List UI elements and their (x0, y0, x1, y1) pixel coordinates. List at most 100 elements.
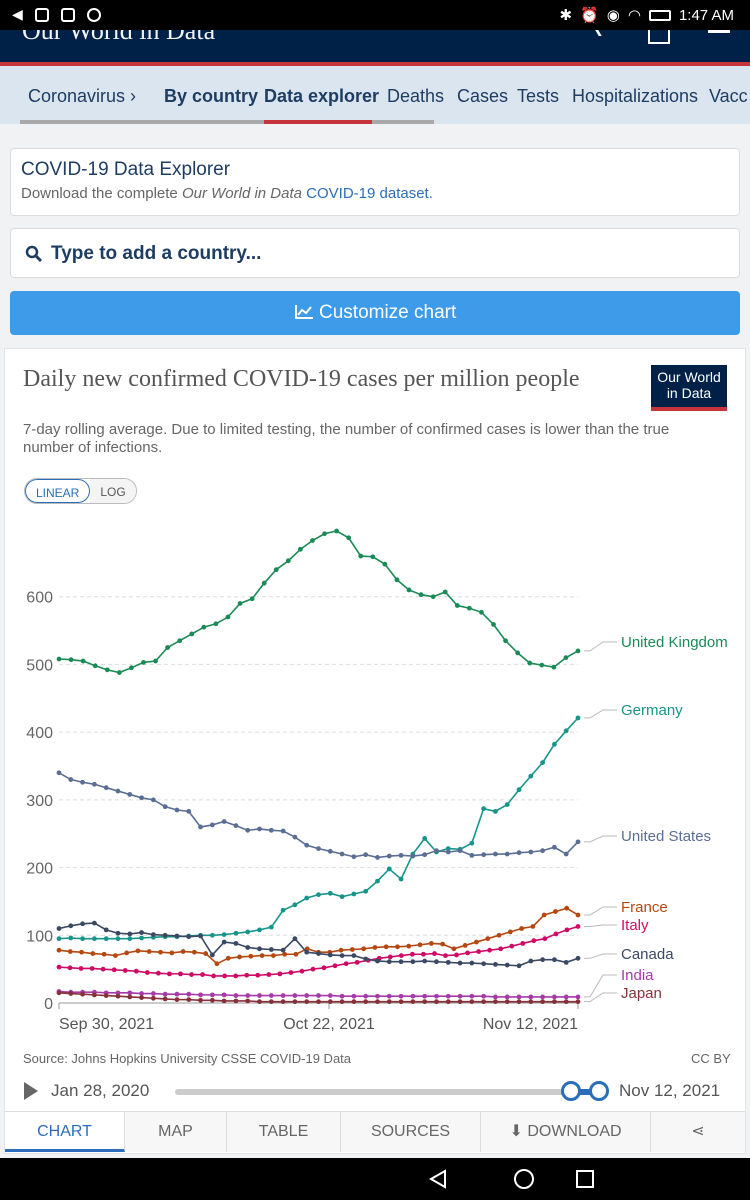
data-point (542, 936, 548, 942)
subnav-deaths[interactable]: Deaths (387, 86, 445, 106)
data-point (422, 958, 428, 964)
data-point (233, 973, 239, 979)
data-point (127, 994, 133, 1000)
tab-download[interactable]: ⬇ DOWNLOAD (481, 1112, 651, 1152)
data-point (139, 995, 144, 1000)
share-icon: ⋖ (691, 1123, 705, 1140)
data-point (198, 824, 203, 830)
data-point (363, 993, 369, 999)
data-point (575, 839, 581, 845)
app-notification-icon (34, 7, 49, 22)
data-point (288, 970, 294, 975)
data-point (349, 947, 355, 952)
android-nav-bar (0, 1158, 750, 1200)
data-point (519, 926, 524, 931)
data-point (103, 993, 109, 998)
menu-icon[interactable] (708, 30, 730, 33)
site-brand[interactable]: Our World in Data (22, 30, 216, 45)
data-point (528, 999, 534, 1005)
data-point (80, 921, 85, 927)
tab-map[interactable]: MAP (125, 1112, 227, 1152)
data-point (233, 998, 239, 1004)
subnav-data-explorer[interactable]: Data explorer (264, 86, 380, 106)
data-point (552, 994, 557, 1000)
search-icon[interactable] (588, 30, 602, 36)
data-point (474, 939, 479, 945)
nav-recents-icon[interactable] (576, 1170, 594, 1188)
tab-chart[interactable]: CHART (5, 1112, 125, 1152)
header-accent-line (0, 62, 750, 66)
data-point (575, 994, 581, 1000)
play-icon[interactable] (24, 1082, 38, 1100)
donate-icon[interactable] (648, 30, 670, 44)
data-point (504, 802, 510, 807)
data-point (268, 924, 274, 930)
alarm-icon: ⏰ (580, 7, 599, 24)
data-point (457, 999, 463, 1005)
owid-logo[interactable]: Our World in Data (651, 365, 727, 411)
search-input[interactable]: Type to add a country... (51, 243, 262, 264)
data-point (386, 959, 392, 965)
data-point (268, 993, 274, 998)
data-point (100, 966, 106, 972)
data-point (338, 947, 344, 953)
data-point (200, 972, 205, 977)
data-point (469, 993, 475, 999)
log-scale-button[interactable]: LOG (90, 479, 136, 503)
data-point (244, 972, 250, 978)
subnav-vaccinations[interactable]: Vacc (709, 86, 748, 106)
data-point (113, 953, 118, 958)
data-point (481, 852, 487, 858)
subnav-coronavirus[interactable]: Coronavirus › (28, 86, 137, 106)
download-icon: ⬇ (509, 1123, 523, 1140)
data-point (516, 787, 522, 793)
data-point (469, 852, 475, 858)
chart-license[interactable]: CC BY (691, 1051, 731, 1066)
timeline-track[interactable] (175, 1089, 571, 1095)
scale-toggle[interactable]: LINEAR LOG (24, 478, 137, 504)
data-point (563, 655, 569, 661)
data-point (233, 993, 239, 998)
data-point (174, 991, 180, 997)
nav-back-icon[interactable] (428, 1169, 448, 1189)
linear-scale-button[interactable]: LINEAR (25, 479, 91, 503)
subnav-by-country[interactable]: By country (164, 86, 259, 106)
country-search[interactable]: Type to add a country... (10, 228, 740, 278)
chart-source: Source: Johns Hopkins University CSSE CO… (23, 1051, 352, 1066)
share-button[interactable]: ⋖ (651, 1112, 745, 1152)
data-point (386, 853, 392, 859)
data-point (162, 804, 168, 810)
timeline-end-handle[interactable] (589, 1081, 609, 1101)
data-point (410, 999, 416, 1005)
subnav-cases[interactable]: Cases (457, 86, 509, 106)
customize-chart-button[interactable]: Customize chart (10, 291, 740, 335)
data-point (186, 997, 192, 1003)
nav-home-icon[interactable] (514, 1169, 534, 1189)
subnav-tests[interactable]: Tests (517, 86, 560, 106)
data-point (80, 991, 85, 997)
data-point (297, 546, 303, 552)
subnav-hospitalizations[interactable]: Hospitalizations (572, 86, 699, 106)
series-line (58, 717, 579, 940)
data-point (91, 920, 97, 926)
data-point (422, 852, 428, 858)
data-point (280, 947, 286, 953)
tab-table[interactable]: TABLE (227, 1112, 341, 1152)
data-point (351, 999, 357, 1005)
data-point (394, 577, 400, 583)
tab-sources[interactable]: SOURCES (341, 1112, 481, 1152)
timeline-start-handle[interactable] (561, 1081, 581, 1101)
data-point (528, 849, 534, 855)
data-point (375, 878, 380, 884)
data-point (410, 959, 416, 965)
data-point (370, 554, 376, 560)
y-tick-label: 400 (26, 725, 53, 742)
dataset-link[interactable]: COVID-19 dataset. (306, 185, 433, 202)
data-point (257, 927, 262, 933)
data-point (257, 946, 262, 952)
data-point (445, 999, 451, 1005)
data-point (481, 806, 487, 812)
data-point (237, 954, 242, 960)
data-point (540, 994, 546, 1000)
data-point (375, 855, 380, 860)
